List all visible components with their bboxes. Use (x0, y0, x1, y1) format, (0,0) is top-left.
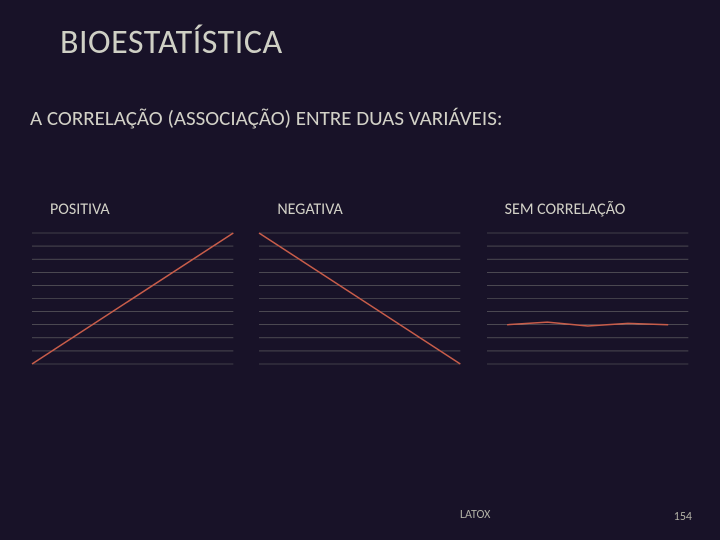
chart-none: SEM CORRELAÇÃO (485, 200, 690, 366)
chart-negative: NEGATIVA (257, 200, 462, 366)
chart-area-negative (257, 231, 462, 366)
page-number: 154 (674, 510, 692, 524)
chart-label-none: SEM CORRELAÇÃO (485, 200, 690, 219)
chart-label-positive: POSITIVA (30, 200, 235, 219)
page-title: BIOESTATÍSTICA (60, 22, 283, 63)
charts-row: POSITIVA NEGATIVA SEM CORRELAÇÃO (30, 200, 690, 366)
chart-area-none (485, 231, 690, 366)
page-subtitle: A CORRELAÇÃO (ASSOCIAÇÃO) ENTRE DUAS VAR… (30, 105, 502, 131)
chart-label-negative: NEGATIVA (257, 200, 462, 219)
chart-positive: POSITIVA (30, 200, 235, 366)
chart-area-positive (30, 231, 235, 366)
footer-label: LATOX (460, 508, 490, 522)
